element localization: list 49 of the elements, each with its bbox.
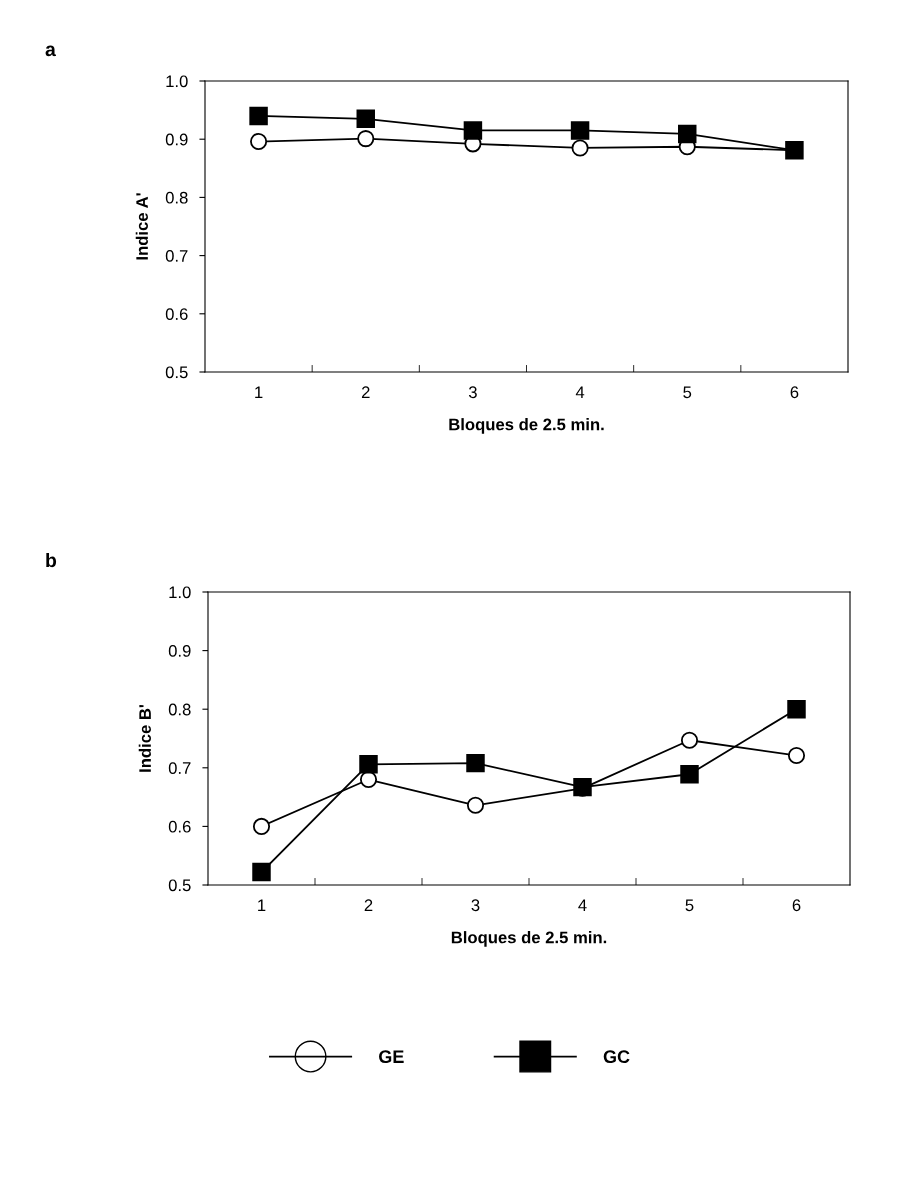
point bbox=[466, 796, 485, 814]
x-tick-label: 5 bbox=[683, 386, 692, 399]
point bbox=[678, 124, 697, 144]
y-axis-title: Indice A' bbox=[135, 193, 148, 260]
point bbox=[680, 765, 699, 784]
x-tick-label: 1 bbox=[258, 899, 266, 911]
y-axis-title: Indice B' bbox=[138, 704, 151, 772]
point bbox=[252, 862, 271, 882]
x-tick-label: 2 bbox=[364, 899, 373, 911]
y-tick-label: 0.8 bbox=[165, 191, 188, 204]
x-axis-title: Bloques de 2.5 min. bbox=[449, 418, 604, 434]
point bbox=[463, 121, 483, 140]
x-axis-title: Bloques de 2.5 min. bbox=[451, 931, 607, 947]
y-tick-label: 0.5 bbox=[165, 366, 188, 379]
x-tick-label: 5 bbox=[685, 899, 694, 912]
point bbox=[252, 817, 271, 835]
legend-label: GE bbox=[379, 1050, 404, 1064]
y-tick-label: 0.7 bbox=[165, 250, 188, 262]
point bbox=[466, 753, 485, 773]
x-tick-label: 1 bbox=[255, 386, 263, 398]
point bbox=[787, 746, 806, 765]
point bbox=[359, 755, 378, 774]
point bbox=[250, 132, 268, 151]
x-tick-label: 3 bbox=[468, 386, 477, 399]
x-tick-label: 3 bbox=[471, 899, 480, 912]
point bbox=[357, 130, 375, 148]
y-tick-label: 0.9 bbox=[165, 133, 188, 146]
text: a bbox=[45, 45, 56, 57]
y-tick-label: 1.0 bbox=[169, 586, 191, 599]
y-tick-label: 1.0 bbox=[166, 75, 188, 88]
point bbox=[249, 106, 268, 126]
point bbox=[570, 121, 590, 140]
y-tick-label: 0.9 bbox=[168, 645, 191, 657]
x-tick-label: 6 bbox=[790, 386, 799, 399]
x-tick-label: 4 bbox=[578, 899, 587, 911]
y-tick-label: 0.6 bbox=[165, 308, 188, 320]
x-tick-label: 2 bbox=[361, 386, 370, 398]
text: b bbox=[46, 552, 57, 568]
legend-label: GC bbox=[603, 1050, 630, 1064]
x-tick-label: 4 bbox=[575, 386, 585, 398]
point bbox=[787, 699, 806, 719]
y-tick-label: 0.7 bbox=[168, 762, 191, 774]
y-tick-label: 0.6 bbox=[168, 820, 191, 833]
point bbox=[356, 109, 375, 129]
y-tick-label: 0.5 bbox=[168, 879, 191, 892]
point bbox=[571, 139, 589, 157]
point bbox=[680, 731, 699, 749]
x-tick-label: 6 bbox=[792, 899, 801, 912]
y-tick-label: 0.8 bbox=[168, 703, 191, 716]
